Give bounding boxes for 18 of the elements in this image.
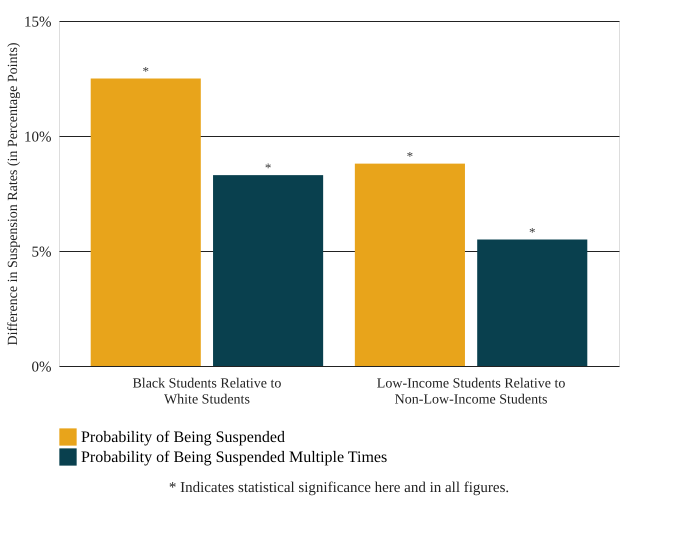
y-tick-label: 5% xyxy=(32,244,52,260)
y-tick-label: 10% xyxy=(24,130,52,146)
bar xyxy=(477,240,588,366)
data-label: * xyxy=(264,160,272,176)
bar xyxy=(213,175,324,366)
text: * Indicates statistical significance here and in all figures. xyxy=(168,480,510,496)
legend-label: Probability of Being Suspended Multiple Times xyxy=(81,449,388,466)
x-tick-label: Black Students Relative to White Students xyxy=(132,376,282,408)
y-axis-title: Difference in Suspension Rates (in Percentage Points) xyxy=(6,42,22,346)
data-label: * xyxy=(142,64,150,78)
bar xyxy=(90,78,201,366)
y-tick-label: 0% xyxy=(32,360,52,376)
data-label: * xyxy=(406,148,414,164)
y-tick-label: 15% xyxy=(24,14,52,30)
bar xyxy=(354,164,465,366)
legend-label: Probability of Being Suspended xyxy=(81,429,285,446)
x-tick-label: Low-Income Students Relative to Non-Low-Income Students xyxy=(376,376,566,408)
data-label: * xyxy=(528,224,536,240)
